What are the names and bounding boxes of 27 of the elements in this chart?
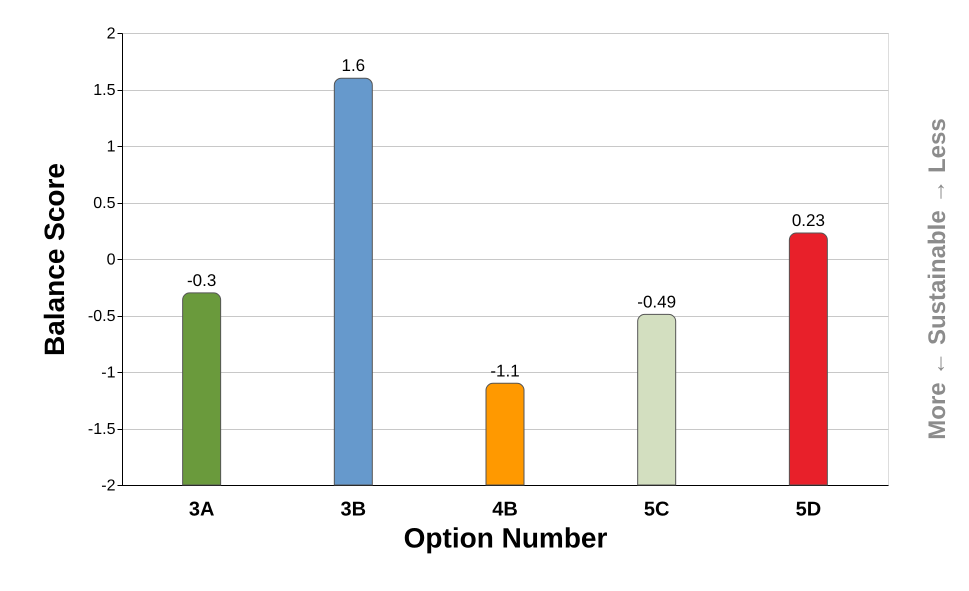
data-label: -1.1 [490,361,520,380]
data-label: -0.3 [186,270,216,290]
y-tick-label: 2 [106,26,116,42]
x-tick-label: 4B [492,498,518,520]
bar [182,292,222,486]
bar [486,382,524,486]
x-axis-title: Option Number [404,522,608,554]
y-tick-label: -2 [101,478,116,494]
text: More ← Sustainable → Less [924,118,951,440]
y-tick-label: -1 [101,364,116,382]
bar [334,78,373,486]
x-tick-label: 5C [644,498,670,520]
y-axis-title: Balance Score [38,163,70,356]
bar [637,314,676,486]
y-tick-label: -0.5 [88,308,116,325]
y-tick-label: 1.5 [93,82,116,99]
x-tick-label: 3B [340,498,366,520]
data-label: 1.6 [341,56,366,76]
data-label: 0.23 [792,211,825,230]
data-label: -0.49 [637,292,676,312]
x-tick-label: 5D [796,498,822,520]
bar [788,232,828,486]
y-tick-label: 0.5 [93,195,116,212]
x-tick-label: 3A [188,498,214,520]
y-tick-label: 1 [106,138,116,156]
y-tick-label: 0 [106,252,116,268]
y-tick-label: -1.5 [88,421,116,438]
